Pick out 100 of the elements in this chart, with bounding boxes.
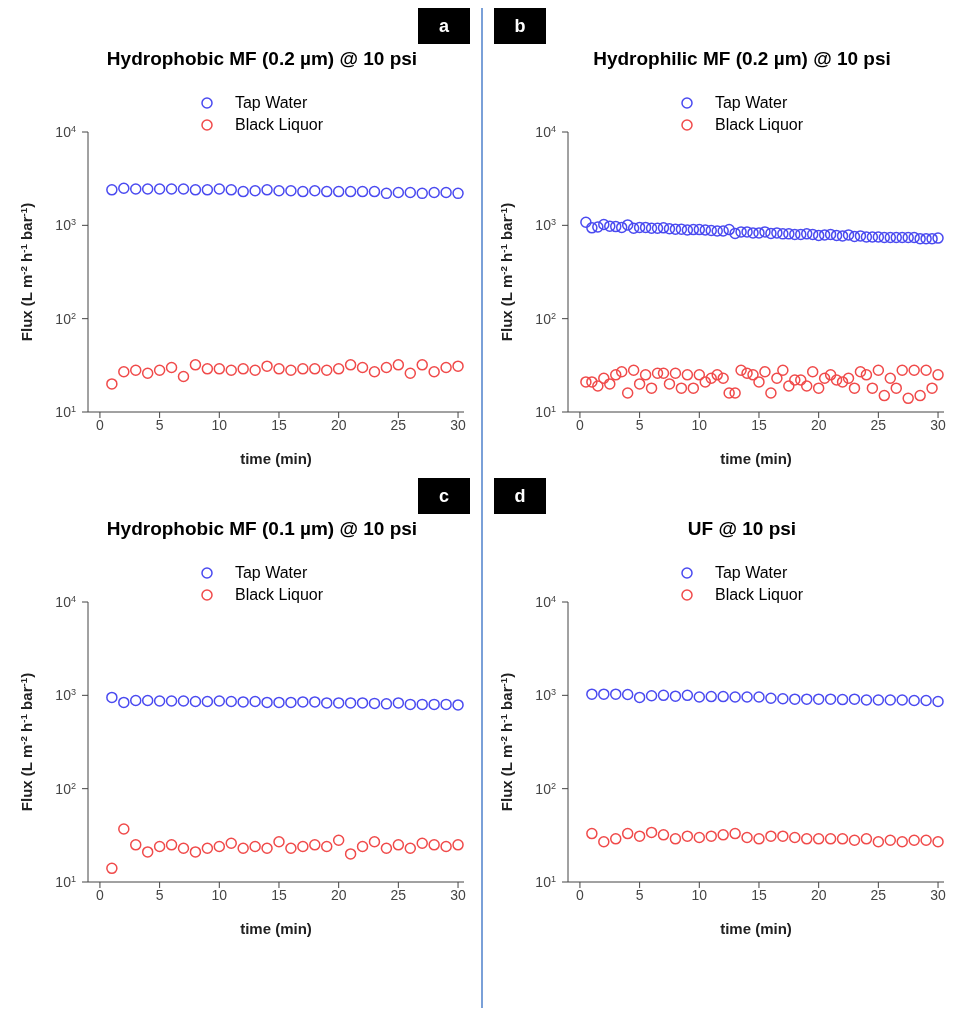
point [890, 231, 902, 244]
point [580, 376, 592, 388]
point [920, 694, 932, 707]
point [213, 363, 226, 375]
x-tick-label: 10 [211, 886, 228, 903]
x-tick-label: 5 [635, 886, 644, 903]
point [681, 689, 694, 702]
point [261, 842, 273, 854]
point [320, 185, 333, 198]
point [914, 389, 926, 402]
point [586, 376, 598, 388]
point [717, 690, 729, 703]
point [753, 227, 765, 239]
legend-label: Black Liquor [234, 116, 324, 134]
text: c [418, 478, 470, 514]
point [261, 184, 273, 196]
point [675, 382, 688, 394]
point [309, 696, 321, 708]
point [872, 835, 885, 848]
x-tick-label: 15 [271, 416, 287, 433]
point [651, 222, 664, 235]
point [261, 696, 273, 709]
chart-title: Hydrophobic MF (0.1 µm) @ 10 psi [105, 518, 419, 541]
x-tick-label: 10 [211, 416, 228, 433]
point [237, 696, 249, 708]
point [908, 834, 920, 847]
point [836, 833, 849, 845]
x-tick-label: 30 [930, 886, 947, 903]
point [657, 367, 670, 380]
point [711, 369, 723, 381]
legend-label: Tap Water [714, 564, 788, 582]
point [687, 382, 700, 394]
point [663, 222, 676, 235]
point [717, 372, 729, 384]
x-tick-label: 5 [155, 416, 164, 433]
point [332, 834, 345, 847]
point [806, 365, 819, 378]
point [201, 363, 214, 375]
point [392, 839, 405, 851]
point [249, 364, 261, 377]
point [598, 372, 610, 384]
text: d [494, 478, 546, 514]
point [356, 361, 369, 374]
point [830, 374, 843, 386]
point [765, 387, 777, 399]
point [896, 694, 908, 706]
point [153, 840, 166, 853]
point [392, 697, 405, 709]
point [213, 695, 226, 707]
x-tick-label: 5 [155, 886, 164, 903]
point [610, 833, 622, 845]
point [165, 361, 178, 374]
point [657, 689, 670, 702]
point [201, 842, 214, 854]
point [237, 842, 249, 854]
point [681, 830, 694, 842]
point [800, 693, 813, 705]
point [598, 218, 610, 231]
y-tick-label: 10$^{4}$ [535, 124, 556, 140]
point [896, 231, 908, 244]
x-tick-label: 30 [930, 416, 947, 433]
y-tick-label: 10$^{4}$ [535, 594, 556, 610]
point [800, 228, 813, 240]
point [273, 363, 285, 375]
legend-label: Black Liquor [714, 586, 804, 604]
x-tick-label: 15 [751, 416, 767, 433]
point [320, 364, 333, 377]
point [693, 223, 706, 236]
point [106, 378, 118, 390]
point [380, 842, 393, 854]
point [189, 359, 202, 371]
point [908, 364, 920, 377]
point [604, 220, 616, 232]
point [428, 186, 440, 199]
point [848, 693, 861, 705]
point [657, 829, 670, 841]
y-tick-label: 10$^{3}$ [55, 217, 76, 234]
point [237, 185, 249, 198]
point [699, 224, 712, 236]
x-tick-label: 0 [576, 416, 585, 433]
point [344, 185, 357, 198]
x-tick-label: 10 [691, 886, 708, 903]
point [669, 690, 682, 702]
point [586, 827, 598, 840]
point [141, 694, 154, 707]
point [428, 698, 440, 711]
point [878, 389, 891, 402]
point [627, 364, 640, 377]
point [416, 359, 428, 371]
point [789, 693, 801, 705]
point [130, 839, 142, 851]
point [669, 367, 682, 380]
point [285, 842, 297, 854]
point [177, 370, 190, 383]
point [741, 226, 753, 238]
point [610, 220, 622, 233]
point [860, 833, 873, 845]
point [836, 230, 849, 242]
point [753, 376, 765, 388]
point [854, 365, 867, 378]
